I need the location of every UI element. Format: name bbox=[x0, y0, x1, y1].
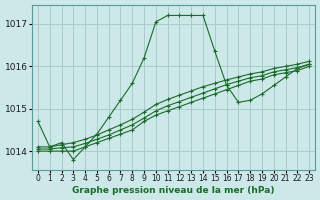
X-axis label: Graphe pression niveau de la mer (hPa): Graphe pression niveau de la mer (hPa) bbox=[72, 186, 275, 195]
